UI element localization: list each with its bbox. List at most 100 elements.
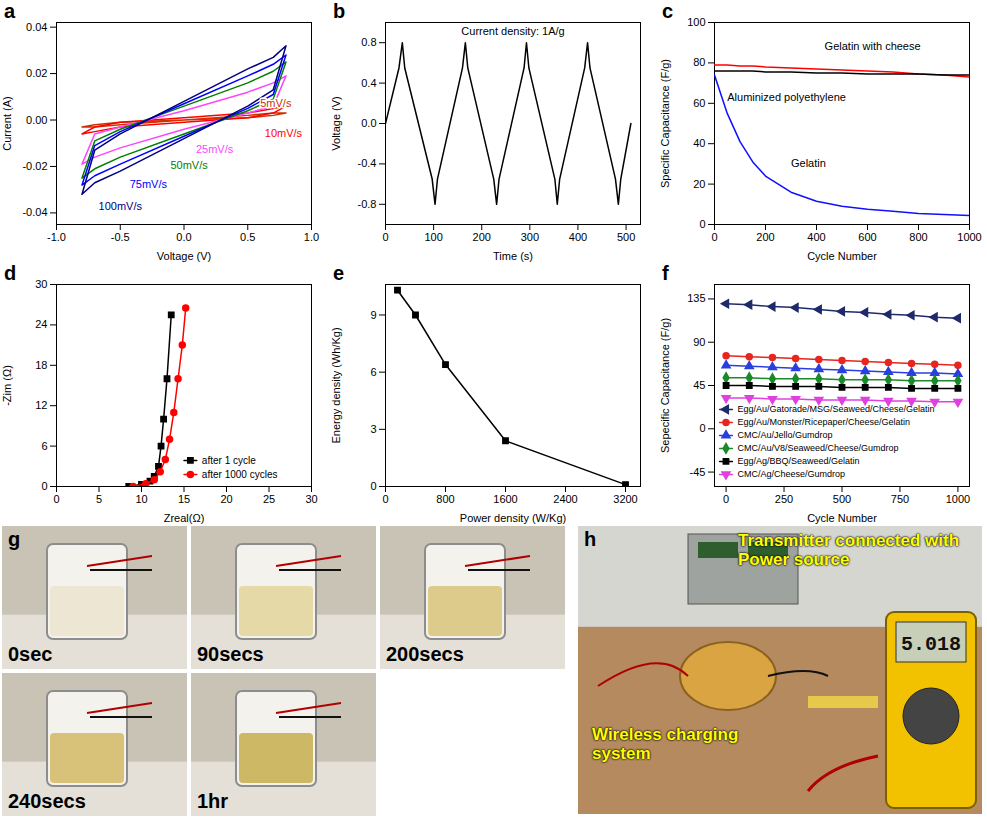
svg-text:Cycle Number: Cycle Number — [807, 250, 877, 262]
svg-text:0: 0 — [699, 422, 705, 434]
svg-text:CMC/Ag/Cheese/Gumdrop: CMC/Ag/Cheese/Gumdrop — [737, 469, 845, 479]
svg-text:10mV/s: 10mV/s — [265, 127, 303, 139]
svg-text:CMC/Au/V8/Seaweed/Cheese/Gumdr: CMC/Au/V8/Seaweed/Cheese/Gumdrop — [737, 443, 898, 453]
svg-text:0: 0 — [53, 493, 59, 505]
svg-text:25mV/s: 25mV/s — [196, 143, 234, 155]
svg-text:750: 750 — [891, 493, 909, 505]
svg-text:0: 0 — [382, 493, 388, 505]
svg-text:Gelatin: Gelatin — [791, 157, 826, 169]
svg-text:0: 0 — [41, 480, 47, 492]
svg-text:24: 24 — [35, 318, 47, 330]
svg-text:3: 3 — [370, 423, 376, 435]
svg-text:0.4: 0.4 — [361, 77, 376, 89]
svg-text:500: 500 — [833, 493, 851, 505]
svg-text:1000: 1000 — [946, 493, 970, 505]
svg-text:Current density: 1A/g: Current density: 1A/g — [461, 25, 564, 37]
svg-text:800: 800 — [909, 231, 927, 243]
svg-text:800: 800 — [436, 493, 454, 505]
svg-text:Power density (W/Kg): Power density (W/Kg) — [460, 512, 566, 524]
svg-text:0.00: 0.00 — [26, 114, 47, 126]
svg-text:after 1 cycle: after 1 cycle — [202, 455, 256, 466]
svg-text:2400: 2400 — [553, 493, 577, 505]
svg-text:60: 60 — [693, 97, 705, 109]
svg-text:Sepecific Capacitance (F/g): Sepecific Capacitance (F/g) — [659, 318, 671, 453]
svg-text:40: 40 — [693, 137, 705, 149]
svg-text:after 1000 cycles: after 1000 cycles — [202, 469, 278, 480]
svg-text:1600: 1600 — [493, 493, 517, 505]
svg-text:75mV/s: 75mV/s — [130, 178, 168, 190]
svg-text:0: 0 — [699, 218, 705, 230]
svg-text:20: 20 — [220, 493, 232, 505]
svg-text:6: 6 — [41, 440, 47, 452]
svg-text:Voltage (V): Voltage (V) — [157, 250, 211, 262]
svg-text:135: 135 — [687, 292, 705, 304]
svg-text:200: 200 — [756, 231, 774, 243]
svg-text:500: 500 — [617, 231, 635, 243]
svg-text:5.018: 5.018 — [901, 633, 961, 656]
svg-text:3200: 3200 — [613, 493, 637, 505]
svg-text:10: 10 — [135, 493, 147, 505]
svg-text:90secs: 90secs — [197, 643, 264, 665]
svg-text:9: 9 — [370, 309, 376, 321]
svg-text:Energy density (Wh/Kg): Energy density (Wh/Kg) — [330, 327, 342, 443]
svg-text:-0.4: -0.4 — [358, 157, 377, 169]
svg-text:Gelatin with cheese: Gelatin with cheese — [825, 40, 921, 52]
svg-text:-45: -45 — [690, 466, 706, 478]
svg-text:Egg/Au/Monster/Ricepaper/Chees: Egg/Au/Monster/Ricepaper/Cheese/Gelatin — [737, 417, 910, 427]
svg-text:5: 5 — [96, 493, 102, 505]
svg-text:15: 15 — [178, 493, 190, 505]
svg-text:-0.5: -0.5 — [111, 231, 130, 243]
svg-text:0: 0 — [382, 231, 388, 243]
svg-text:0.04: 0.04 — [26, 21, 47, 33]
svg-text:80: 80 — [693, 56, 705, 68]
svg-text:-0.04: -0.04 — [22, 206, 47, 218]
svg-text:Cycle Number: Cycle Number — [807, 512, 877, 524]
svg-text:0.0: 0.0 — [361, 117, 376, 129]
svg-text:100: 100 — [687, 16, 705, 28]
svg-text:Egg/Au/Gatorade/MSG/Seaweed/Ch: Egg/Au/Gatorade/MSG/Seaweed/Cheese/Gelat… — [737, 404, 934, 414]
svg-text:6: 6 — [370, 366, 376, 378]
svg-text:30: 30 — [35, 278, 47, 290]
svg-text:Egg/Ag/BBQ/Seaweed/Gelatin: Egg/Ag/BBQ/Seaweed/Gelatin — [737, 456, 859, 466]
svg-text:600: 600 — [858, 231, 876, 243]
svg-text:Current (A): Current (A) — [1, 96, 13, 150]
svg-text:0.5: 0.5 — [240, 231, 255, 243]
svg-text:12: 12 — [35, 399, 47, 411]
svg-text:18: 18 — [35, 359, 47, 371]
svg-text:0: 0 — [370, 480, 376, 492]
svg-text:0sec: 0sec — [8, 643, 53, 665]
svg-text:20: 20 — [693, 178, 705, 190]
svg-text:-1.0: -1.0 — [47, 231, 66, 243]
svg-text:250: 250 — [775, 493, 793, 505]
svg-text:200secs: 200secs — [386, 643, 464, 665]
svg-text:-0.8: -0.8 — [358, 198, 377, 210]
svg-text:Specific Capacitance (F/g): Specific Capacitance (F/g) — [659, 59, 671, 188]
svg-text:240secs: 240secs — [8, 790, 86, 812]
svg-text:0.8: 0.8 — [361, 36, 376, 48]
svg-text:100: 100 — [424, 231, 442, 243]
svg-text:400: 400 — [569, 231, 587, 243]
svg-text:1.0: 1.0 — [304, 231, 319, 243]
svg-text:Voltage (V): Voltage (V) — [330, 96, 342, 150]
svg-text:400: 400 — [807, 231, 825, 243]
svg-text:1hr: 1hr — [197, 790, 228, 812]
svg-text:1000: 1000 — [957, 231, 981, 243]
svg-text:-Zim (Ω): -Zim (Ω) — [1, 365, 13, 406]
svg-text:5mV/s: 5mV/s — [260, 97, 292, 109]
svg-text:0: 0 — [711, 231, 717, 243]
svg-text:25: 25 — [263, 493, 275, 505]
svg-text:200: 200 — [473, 231, 491, 243]
svg-text:100mV/s: 100mV/s — [99, 200, 143, 212]
svg-text:45: 45 — [693, 379, 705, 391]
svg-text:Zreal(Ω): Zreal(Ω) — [164, 512, 205, 524]
svg-text:CMC/Au/Jello/Gumdrop: CMC/Au/Jello/Gumdrop — [737, 430, 832, 440]
svg-text:-0.02: -0.02 — [22, 160, 47, 172]
svg-text:0.02: 0.02 — [26, 67, 47, 79]
svg-text:50mV/s: 50mV/s — [170, 159, 208, 171]
svg-text:90: 90 — [693, 336, 705, 348]
svg-text:Time (s): Time (s) — [493, 250, 533, 262]
svg-text:30: 30 — [305, 493, 317, 505]
svg-text:300: 300 — [521, 231, 539, 243]
svg-text:0: 0 — [723, 493, 729, 505]
svg-text:Aluminized polyethylene: Aluminized polyethylene — [727, 91, 846, 103]
